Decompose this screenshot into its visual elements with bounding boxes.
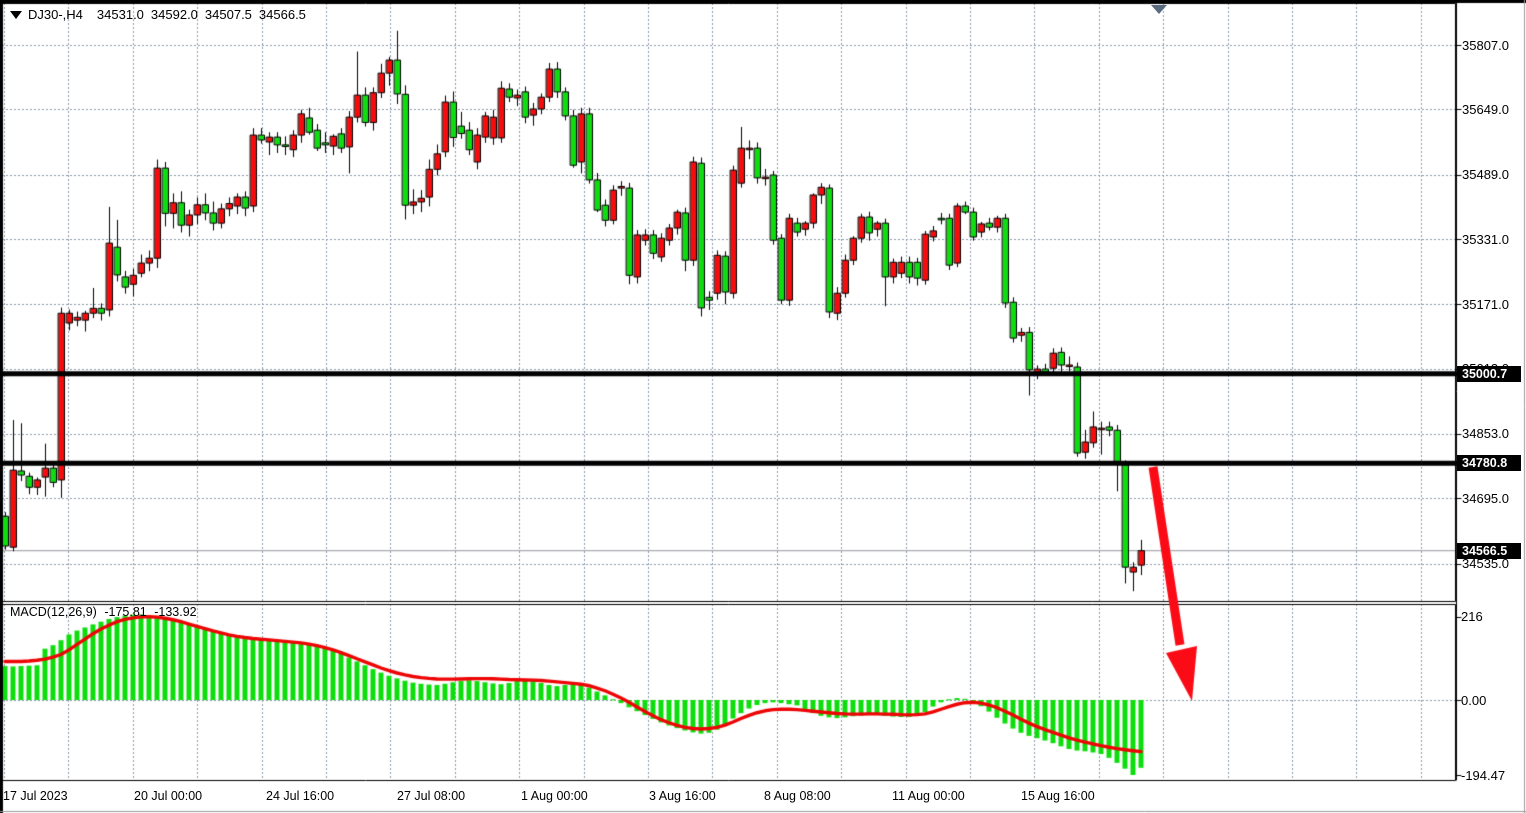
chart-title-bar: DJ30-,H4 34531.0 34592.0 34507.5 34566.5 bbox=[10, 7, 306, 22]
ohlc-low: 34507.5 bbox=[204, 7, 252, 22]
chart-shift-marker-icon[interactable] bbox=[1151, 5, 1167, 14]
ohlc-open: 34531.0 bbox=[96, 7, 144, 22]
symbol-dropdown-icon[interactable] bbox=[10, 10, 22, 19]
ohlc-close: 34566.5 bbox=[258, 7, 306, 22]
symbol-period-label: DJ30-,H4 bbox=[28, 7, 83, 22]
ohlc-high: 34592.0 bbox=[150, 7, 198, 22]
